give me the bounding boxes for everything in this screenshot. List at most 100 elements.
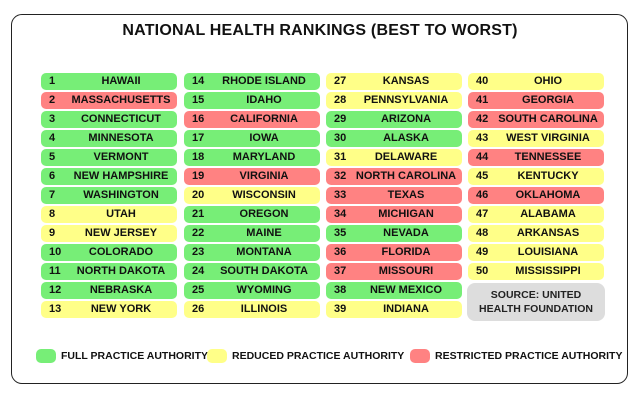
ranking-row: 32 NORTH CAROLINA — [326, 168, 462, 185]
state-name: WEST VIRGINIA — [506, 132, 590, 144]
state-name: MICHIGAN — [378, 208, 434, 220]
state-name: MISSOURI — [378, 265, 434, 277]
rank-number: 18 — [192, 151, 205, 163]
ranking-row: 46 OKLAHOMA — [468, 187, 604, 204]
ranking-row: 11 NORTH DAKOTA — [41, 263, 177, 280]
ranking-row: 35 NEVADA — [326, 225, 462, 242]
ranking-row: 9 NEW JERSEY — [41, 225, 177, 242]
ranking-row: 18 MARYLAND — [184, 149, 320, 166]
rank-number: 6 — [49, 170, 56, 182]
ranking-row: 17 IOWA — [184, 130, 320, 147]
state-name: TENNESSEE — [514, 151, 582, 163]
rank-number: 43 — [476, 132, 489, 144]
rank-number: 24 — [192, 265, 205, 277]
state-name: VIRGINIA — [239, 170, 289, 182]
state-name: ILLINOIS — [240, 303, 288, 315]
state-name: DELAWARE — [374, 151, 438, 163]
ranking-row: 7 WASHINGTON — [41, 187, 177, 204]
ranking-row: 41 GEORGIA — [468, 92, 604, 109]
rank-number: 12 — [49, 284, 62, 296]
rank-number: 28 — [334, 94, 347, 106]
ranking-row: 49 LOUISIANA — [468, 244, 604, 261]
rank-number: 17 — [192, 132, 205, 144]
state-name: INDIANA — [383, 303, 429, 315]
rank-number: 14 — [192, 75, 205, 87]
rank-number: 41 — [476, 94, 489, 106]
state-name: VERMONT — [93, 151, 149, 163]
ranking-row: 12 NEBRASKA — [41, 282, 177, 299]
state-name: MONTANA — [236, 246, 292, 258]
ranking-row: 39 INDIANA — [326, 301, 462, 318]
rank-number: 47 — [476, 208, 489, 220]
legend-reduced-label: REDUCED PRACTICE AUTHORITY — [232, 350, 405, 362]
state-name: MASSACHUSETTS — [71, 94, 171, 106]
state-name: ARIZONA — [380, 113, 432, 125]
rank-number: 45 — [476, 170, 489, 182]
rank-number: 25 — [192, 284, 205, 296]
state-name: NEW YORK — [90, 303, 152, 315]
rank-number: 11 — [49, 265, 61, 277]
rank-number: 9 — [49, 227, 56, 239]
state-name: KENTUCKY — [517, 170, 579, 182]
state-name: ALASKA — [383, 132, 429, 144]
ranking-row: 25 WYOMING — [184, 282, 320, 299]
rank-number: 22 — [192, 227, 205, 239]
rank-number: 37 — [334, 265, 347, 277]
ranking-row: 22 MAINE — [184, 225, 320, 242]
ranking-row: 38 NEW MEXICO — [326, 282, 462, 299]
rank-number: 30 — [334, 132, 347, 144]
state-name: SOUTH DAKOTA — [220, 265, 308, 277]
rank-number: 29 — [334, 113, 347, 125]
ranking-row: 23 MONTANA — [184, 244, 320, 261]
state-name: IOWA — [249, 132, 279, 144]
state-name: WYOMING — [236, 284, 292, 296]
state-name: MARYLAND — [232, 151, 296, 163]
ranking-row: 29 ARIZONA — [326, 111, 462, 128]
ranking-row: 27 KANSAS — [326, 73, 462, 90]
ranking-row: 26 ILLINOIS — [184, 301, 320, 318]
source-line-2: HEALTH FOUNDATION — [479, 303, 593, 315]
state-name: CALIFORNIA — [230, 113, 298, 125]
rank-number: 48 — [476, 227, 489, 239]
rank-number: 33 — [334, 189, 347, 201]
ranking-row: 8 UTAH — [41, 206, 177, 223]
rank-number: 46 — [476, 189, 489, 201]
rank-number: 26 — [192, 303, 205, 315]
state-name: OREGON — [239, 208, 289, 220]
ranking-row: 34 MICHIGAN — [326, 206, 462, 223]
ranking-row: 15 IDAHO — [184, 92, 320, 109]
state-name: NORTH CAROLINA — [355, 170, 457, 182]
ranking-row: 30 ALASKA — [326, 130, 462, 147]
rank-number: 31 — [334, 151, 347, 163]
rank-number: 13 — [49, 303, 62, 315]
rank-number: 20 — [192, 189, 205, 201]
legend-full-swatch — [36, 349, 56, 363]
state-name: MINNESOTA — [88, 132, 154, 144]
ranking-row: 14 RHODE ISLAND — [184, 73, 320, 90]
rank-number: 1 — [49, 75, 56, 87]
legend-restricted-swatch — [410, 349, 430, 363]
state-name: MAINE — [246, 227, 282, 239]
source-note: SOURCE: UNITED HEALTH FOUNDATION — [467, 283, 605, 321]
rank-number: 8 — [49, 208, 56, 220]
state-name: NEBRASKA — [89, 284, 153, 296]
ranking-row: 21 OREGON — [184, 206, 320, 223]
ranking-row: 31 DELAWARE — [326, 149, 462, 166]
ranking-row: 48 ARKANSAS — [468, 225, 604, 242]
ranking-row: 10 COLORADO — [41, 244, 177, 261]
state-name: FLORIDA — [381, 246, 431, 258]
rank-number: 16 — [192, 113, 205, 125]
rank-number: 23 — [192, 246, 205, 258]
legend-full-label: FULL PRACTICE AUTHORITY — [61, 350, 208, 362]
ranking-row: 3 CONNECTICUT — [41, 111, 177, 128]
state-name: OKLAHOMA — [515, 189, 581, 201]
rank-number: 27 — [334, 75, 347, 87]
state-name: GEORGIA — [522, 94, 574, 106]
rank-number: 4 — [49, 132, 56, 144]
rank-number: 40 — [476, 75, 489, 87]
legend-reduced-swatch — [207, 349, 227, 363]
state-name: OHIO — [533, 75, 563, 87]
state-name: LOUISIANA — [517, 246, 579, 258]
ranking-row: 24 SOUTH DAKOTA — [184, 263, 320, 280]
source-line-1: SOURCE: UNITED — [490, 289, 582, 301]
